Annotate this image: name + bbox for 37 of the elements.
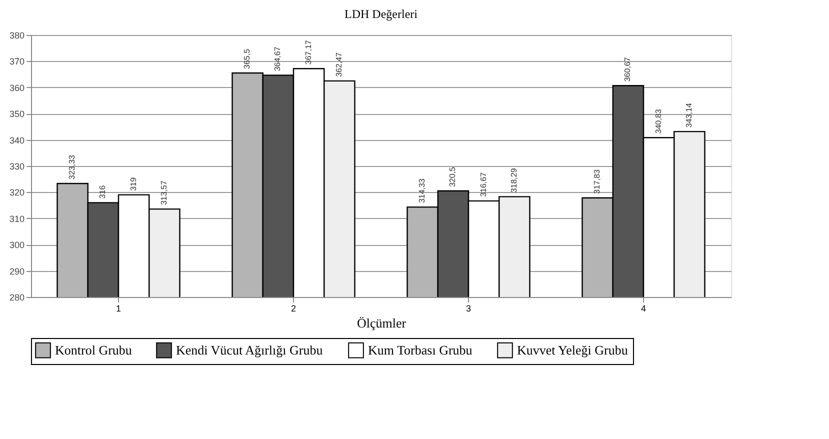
y-tick-label: 360 xyxy=(9,82,24,93)
legend-label: Kendi Vücut Ağırlığı Grubu xyxy=(176,342,324,358)
y-tick-label: 300 xyxy=(9,240,24,250)
y-tick-label: 280 xyxy=(9,292,24,302)
x-tick-label: 3 xyxy=(466,304,472,314)
legend-label: Kontrol Grubu xyxy=(55,342,132,358)
data-label: 314,33 xyxy=(418,178,427,204)
chart-title: LDH Değerleri xyxy=(344,7,418,21)
data-label: 340,83 xyxy=(654,108,663,134)
data-label: 320,5 xyxy=(448,166,458,187)
data-label: 318,29 xyxy=(509,168,518,193)
y-tick-label: 380 xyxy=(9,30,24,40)
y-tick-label: 310 xyxy=(9,214,24,224)
legend-label: Kum Torbası Grubu xyxy=(368,342,473,358)
y-tick-label: 350 xyxy=(9,109,24,120)
x-tick-label: 1 xyxy=(116,304,122,314)
data-label: 313,57 xyxy=(159,180,168,206)
y-tick-label: 340 xyxy=(9,135,24,146)
data-label: 317,83 xyxy=(592,168,602,194)
legend-label: Kuvvet Yeleği Grubu xyxy=(517,342,628,358)
data-label: 319 xyxy=(128,176,138,191)
y-tick-label: 320 xyxy=(9,188,24,198)
data-label: 362,47 xyxy=(334,52,344,77)
data-label: 364,67 xyxy=(273,46,282,72)
data-label: 365,5 xyxy=(242,48,252,69)
data-label: 316 xyxy=(98,184,108,199)
y-tick-label: 370 xyxy=(9,56,24,67)
x-axis-title: Ölçümler xyxy=(356,316,407,330)
data-label: 343,14 xyxy=(684,102,694,128)
x-tick-label: 4 xyxy=(640,304,646,314)
y-tick-label: 290 xyxy=(9,266,24,276)
data-label: 323,33 xyxy=(68,154,77,180)
x-tick-label: 2 xyxy=(290,304,296,314)
data-label: 316,67 xyxy=(478,172,488,197)
data-label: 367,17 xyxy=(304,40,313,65)
y-tick-label: 330 xyxy=(9,162,24,172)
data-label: 360,67 xyxy=(623,56,632,82)
